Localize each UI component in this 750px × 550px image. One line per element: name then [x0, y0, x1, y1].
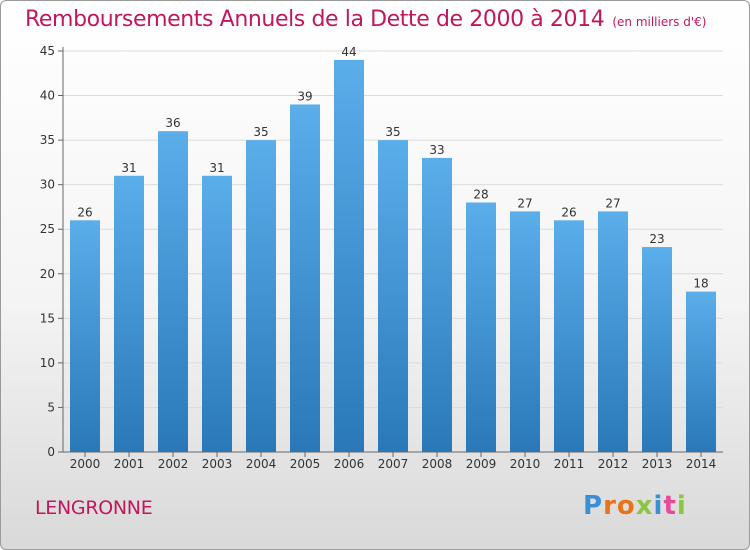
- value-label-2007: 35: [385, 125, 400, 139]
- location-label: LENGRONNE: [35, 497, 153, 519]
- logo-letter: o: [616, 491, 636, 521]
- y-tick-label: 25: [40, 222, 55, 236]
- x-tick-label-2006: 2006: [334, 457, 365, 471]
- logo-letter: i: [676, 491, 687, 521]
- x-tick-label-2000: 2000: [70, 457, 101, 471]
- logo-letter: r: [603, 491, 617, 521]
- y-tick-label: 30: [40, 178, 55, 192]
- x-tick-label-2002: 2002: [158, 457, 189, 471]
- bar-2004: [246, 140, 276, 452]
- bars: [70, 59, 716, 453]
- bar-chart: 0 5 10 15 20 25 30 35 40 45 26 2000 31 2001 36 2002 31 20…: [40, 44, 723, 471]
- y-tick-label: 45: [40, 44, 55, 58]
- proxiti-logo[interactable]: Proxiti: [583, 491, 687, 521]
- x-tick-label-2014: 2014: [686, 457, 717, 471]
- bar-2002: [158, 131, 188, 452]
- x-tick-label-2007: 2007: [378, 457, 409, 471]
- value-label-2002: 36: [165, 116, 180, 130]
- y-tick-label: 15: [40, 311, 55, 325]
- logo-letter: x: [635, 491, 654, 521]
- logo-letter: P: [583, 491, 604, 521]
- bar-2012: [598, 211, 628, 452]
- x-tick-label-2013: 2013: [642, 457, 673, 471]
- y-tick-label: 0: [47, 445, 55, 459]
- value-label-2004: 35: [253, 125, 268, 139]
- bar-2000: [70, 220, 100, 452]
- bar-2007: [378, 140, 408, 452]
- y-tick-label: 35: [40, 133, 55, 147]
- x-tick-label-2010: 2010: [510, 457, 541, 471]
- bar-2013: [642, 247, 672, 452]
- x-tick-label-2009: 2009: [466, 457, 497, 471]
- bar-2001: [114, 175, 144, 452]
- value-label-2012: 27: [605, 196, 620, 210]
- x-tick-label-2003: 2003: [202, 457, 233, 471]
- chart-title: Remboursements Annuels de la Dette de 20…: [25, 7, 605, 32]
- value-label-2011: 26: [561, 205, 576, 219]
- value-label-2013: 23: [649, 232, 664, 246]
- value-label-2005: 39: [297, 89, 312, 103]
- bar-2006: [334, 59, 364, 453]
- bar-2003: [202, 175, 232, 452]
- value-label-2006: 44: [341, 45, 356, 59]
- y-tick-label: 5: [47, 400, 55, 414]
- bar-2008: [422, 157, 452, 452]
- value-label-2010: 27: [517, 196, 532, 210]
- bar-2014: [686, 291, 716, 452]
- x-tick-label-2005: 2005: [290, 457, 321, 471]
- value-label-2003: 31: [209, 161, 224, 175]
- bar-2009: [466, 202, 496, 452]
- chart-subtitle: (en milliers d'€): [612, 15, 707, 29]
- bar-2011: [554, 220, 584, 452]
- value-label-2001: 31: [121, 161, 136, 175]
- labels: 0 5 10 15 20 25 30 35 40 45 26 2000 31 2001 36 2002 31 20…: [40, 44, 717, 471]
- y-tick-label: 40: [40, 89, 55, 103]
- y-tick-label: 10: [40, 356, 55, 370]
- x-tick-label-2001: 2001: [114, 457, 145, 471]
- value-label-2009: 28: [473, 187, 488, 201]
- value-label-2000: 26: [77, 205, 92, 219]
- x-tick-label-2011: 2011: [554, 457, 585, 471]
- x-tick-label-2008: 2008: [422, 457, 453, 471]
- x-tick-label-2012: 2012: [598, 457, 629, 471]
- bar-2005: [290, 104, 320, 452]
- title-row: Remboursements Annuels de la Dette de 20…: [25, 7, 706, 32]
- x-tick-label-2004: 2004: [246, 457, 277, 471]
- value-label-2014: 18: [693, 277, 708, 291]
- logo-letter: i: [653, 491, 664, 521]
- y-tick-label: 20: [40, 267, 55, 281]
- value-label-2008: 33: [429, 143, 444, 157]
- bar-2010: [510, 211, 540, 452]
- logo-letter: t: [663, 491, 677, 521]
